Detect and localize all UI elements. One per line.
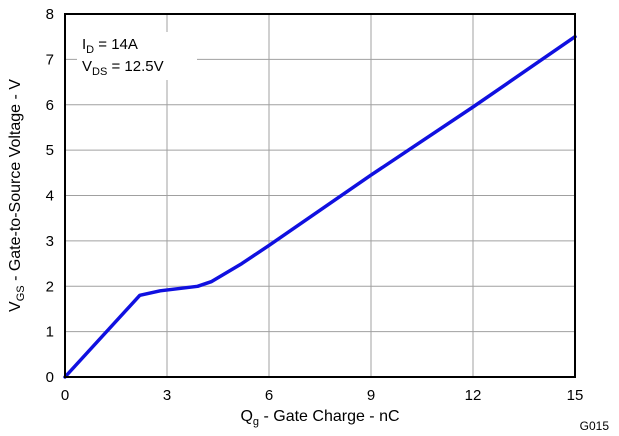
plot-frame	[64, 13, 576, 378]
y-tick-label: 8	[46, 6, 54, 23]
x-tick-label: 0	[61, 387, 69, 404]
x-axis-label: Qg - Gate Charge - nC	[240, 408, 399, 428]
x-tick-label: 6	[265, 387, 273, 404]
x-tick-labels: 0 3 6 9 12 15	[61, 387, 584, 404]
y-tick-label: 3	[46, 233, 54, 250]
x-tick-label: 9	[367, 387, 375, 404]
y-tick-label: 4	[46, 188, 54, 205]
x-tick-label: 15	[567, 387, 584, 404]
y-tick-label: 5	[46, 142, 54, 159]
figure-id: G015	[580, 419, 610, 433]
y-axis-label: VGS - Gate-to-Source Voltage - V	[7, 79, 27, 312]
x-tick-label: 12	[465, 387, 482, 404]
y-tick-label: 6	[46, 97, 54, 114]
annotation-drain-source-voltage: VDS = 12.5V	[82, 58, 164, 78]
y-tick-label: 2	[46, 278, 54, 295]
y-tick-labels: 0 1 2 3 4 5 6 7 8	[46, 6, 54, 386]
series-layer	[63, 34, 577, 379]
annotation-drain-current: ID = 14A	[82, 36, 138, 56]
annotation-box	[77, 32, 197, 80]
y-tick-label: 7	[46, 51, 54, 68]
y-tick-label: 1	[46, 324, 54, 341]
y-tick-label: 0	[46, 369, 54, 386]
series-line	[63, 34, 577, 379]
x-tick-label: 3	[163, 387, 171, 404]
